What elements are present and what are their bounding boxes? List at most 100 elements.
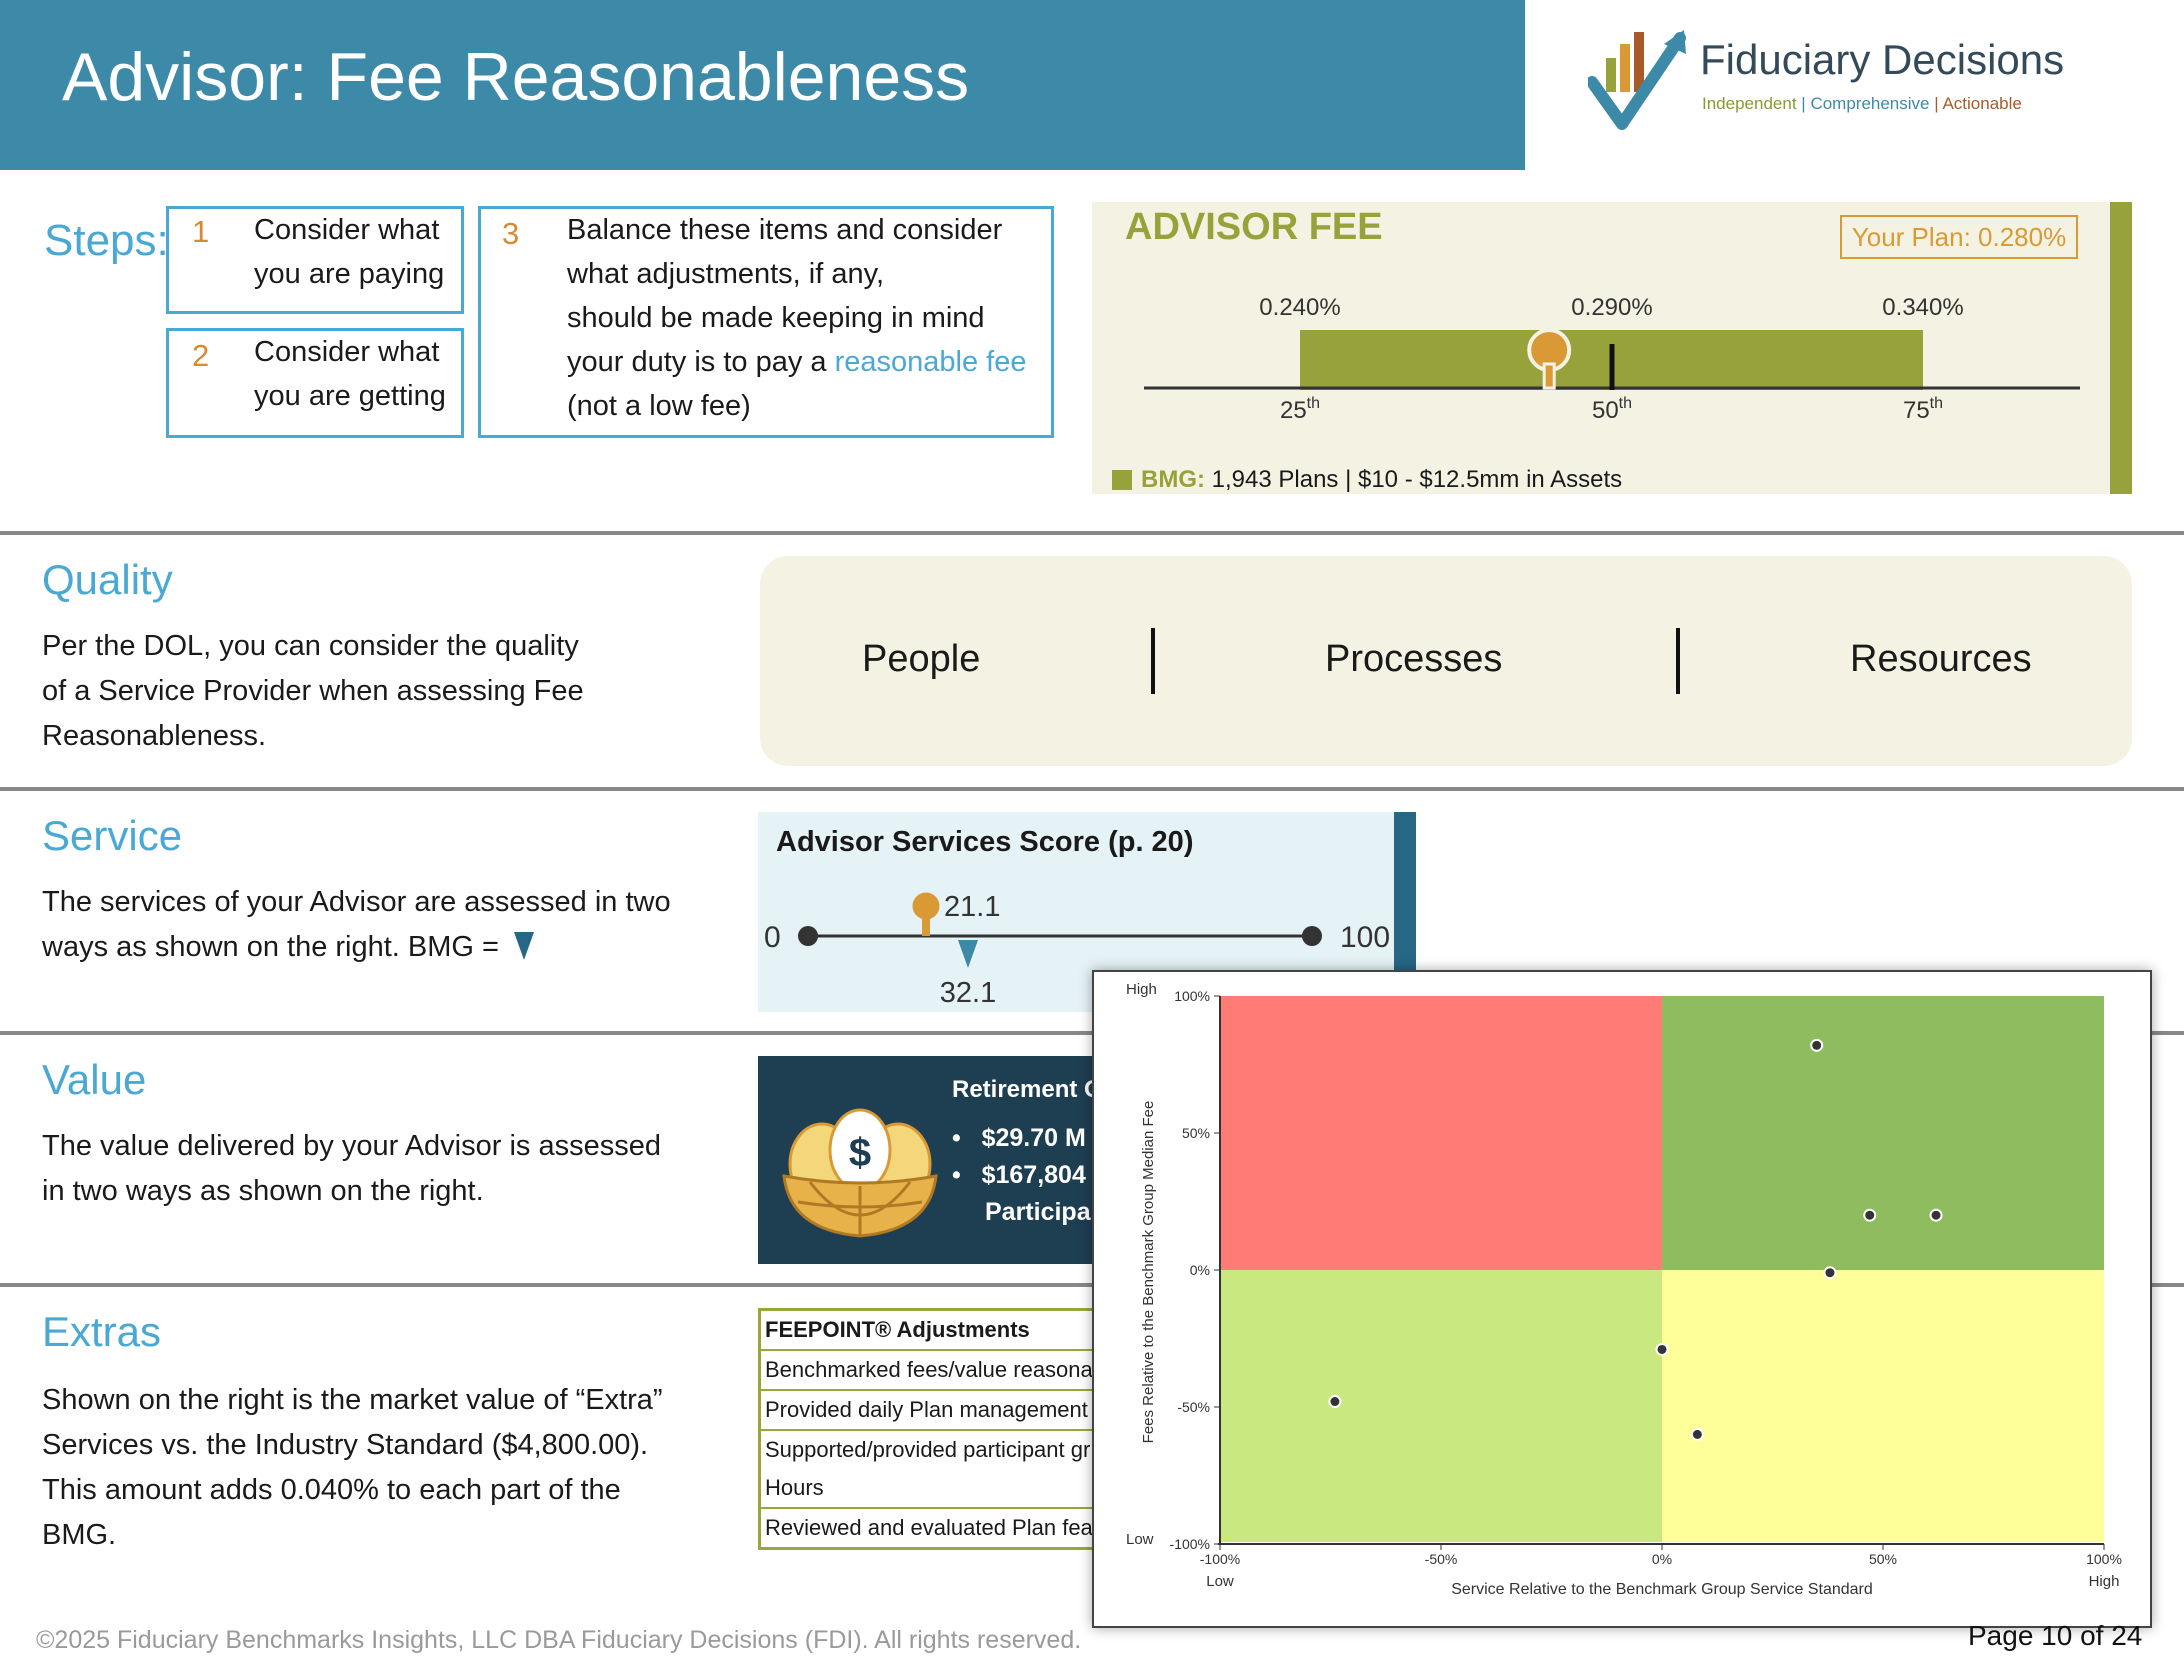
quadrant-bottom-left xyxy=(1220,1270,1662,1542)
page-title: Advisor: Fee Reasonableness xyxy=(62,39,970,115)
quality-people: People xyxy=(862,638,981,680)
x-low-label: Low xyxy=(1206,1573,1234,1590)
tag-actionable: Actionable xyxy=(1942,94,2022,113)
service-title: Service xyxy=(42,812,183,859)
p25-value: 0.240% xyxy=(1259,294,1340,321)
value-title: Value xyxy=(42,1056,147,1103)
tag-independent: Independent xyxy=(1702,94,1797,113)
fee-service-scatter-chart: -100% -50% 0% 50% 100% 100% 50% 0% -50% -100% Hig… xyxy=(1092,970,2152,1628)
section-divider xyxy=(0,787,2184,791)
quality-resources: Resources xyxy=(1850,638,2032,680)
steps-label: Steps: xyxy=(44,216,169,265)
scatter-point xyxy=(1929,1208,1943,1222)
y-tick-label: -50% xyxy=(1177,1399,1210,1415)
p75-label: 75th xyxy=(1903,395,1943,424)
step-1-text: Consider what you are paying xyxy=(254,214,445,290)
service-accent-strip xyxy=(1394,812,1416,1012)
step-3-box xyxy=(478,206,1054,438)
table-row: Hours xyxy=(758,1469,1102,1509)
logo-tagline: Independent | Comprehensive | Actionable xyxy=(1702,94,2022,113)
step-1-number: 1 xyxy=(192,214,210,249)
service-description: The services of your Advisor are assesse… xyxy=(42,886,671,963)
section-divider xyxy=(0,531,2184,535)
table-header-row: FEEPOINT® Adjustments xyxy=(758,1308,1102,1351)
y-tick-label: 0% xyxy=(1190,1262,1210,1278)
bmg-legend: BMG: 1,943 Plans | $10 - $12.5mm in Asse… xyxy=(1141,466,1623,493)
reasonable-fee-link[interactable]: reasonable fee xyxy=(834,346,1027,378)
extras-description: Shown on the right is the market value o… xyxy=(42,1384,663,1551)
y-tick-label: -100% xyxy=(1170,1536,1210,1552)
scatter-point xyxy=(1690,1427,1704,1441)
logo-icon xyxy=(1588,30,1686,130)
nest-egg-icon: $ xyxy=(782,1108,938,1238)
advisor-fee-title: ADVISOR FEE xyxy=(1125,206,1383,248)
quality-description: Per the DOL, you can consider the qualit… xyxy=(42,630,584,752)
plan-score-value: 21.1 xyxy=(944,891,1000,923)
score-max-dot xyxy=(1302,926,1322,946)
feepoint-adjustments-table: FEEPOINT® Adjustments Benchmarked fees/v… xyxy=(758,1308,1102,1550)
bmg-legend-swatch xyxy=(1112,470,1132,490)
quality-panel xyxy=(760,556,2132,766)
advisor-fee-accent-strip xyxy=(2110,202,2132,494)
quality-processes: Processes xyxy=(1325,638,1503,680)
y-low-label: Low xyxy=(1126,1531,1154,1548)
p25-label: 25th xyxy=(1280,395,1320,424)
table-row: Supported/provided participant gr xyxy=(758,1429,1102,1469)
value-panel-title: Retirement O xyxy=(952,1076,1103,1103)
y-axis-label: Fees Relative to the Benchmark Group Med… xyxy=(1140,1101,1157,1444)
extras-title: Extras xyxy=(42,1308,162,1355)
quality-title: Quality xyxy=(42,556,173,603)
x-tick-label: -100% xyxy=(1200,1551,1240,1567)
step-2-box xyxy=(166,328,464,438)
x-tick-label: -50% xyxy=(1425,1551,1458,1567)
value-bullets: • $29.70 M • $167,804 Participa xyxy=(952,1124,1091,1226)
table-row: Provided daily Plan management s xyxy=(758,1389,1102,1431)
step-2-text: Consider what you are getting xyxy=(254,336,446,412)
x-tick-label: 50% xyxy=(1869,1551,1897,1567)
logo-name: Fiduciary Decisions xyxy=(1700,36,2065,83)
y-high-label: High xyxy=(1126,981,1157,998)
table-row: Reviewed and evaluated Plan featu xyxy=(758,1507,1102,1550)
service-score-chart: 0 100 21.1 32.1 xyxy=(764,889,1390,1009)
service-score-title: Advisor Services Score (p. 20) xyxy=(776,826,1194,858)
bmg-score-value: 32.1 xyxy=(940,977,996,1009)
score-min-dot xyxy=(798,926,818,946)
table-header: FEEPOINT® Adjustments xyxy=(758,1308,1102,1351)
quality-separator xyxy=(1151,628,1155,694)
p50-value: 0.290% xyxy=(1571,294,1652,321)
page-number: Page 10 of 24 xyxy=(1968,1620,2143,1651)
scatter-point xyxy=(1328,1395,1342,1409)
plan-score-marker xyxy=(909,889,943,936)
table-row: Benchmarked fees/value reasonab xyxy=(758,1349,1102,1391)
x-tick-label: 0% xyxy=(1652,1551,1672,1567)
p50-label: 50th xyxy=(1592,395,1632,424)
x-axis-label: Service Relative to the Benchmark Group … xyxy=(1451,1581,1873,1598)
quadrant-top-right xyxy=(1662,996,2104,1270)
bmg-score-marker xyxy=(958,940,978,968)
step-1-box xyxy=(166,206,464,314)
quality-separator xyxy=(1676,628,1680,694)
scatter-point xyxy=(1863,1208,1877,1222)
header-bar xyxy=(0,0,1525,170)
p75-value: 0.340% xyxy=(1882,294,1963,321)
scatter-point xyxy=(1823,1266,1837,1280)
advisor-fee-range-chart: 0.240% 0.290% 0.340% 25th 50th 75th xyxy=(1144,294,2080,424)
copyright-footer: ©2025 Fiduciary Benchmarks Insights, LLC… xyxy=(36,1626,1082,1654)
quadrant-top-left xyxy=(1220,996,1662,1270)
scatter-point xyxy=(1655,1342,1669,1356)
your-plan-badge: Your Plan: 0.280% xyxy=(1840,215,2078,259)
quadrant-bottom-right xyxy=(1662,1270,2104,1542)
y-tick-label: 50% xyxy=(1182,1125,1210,1141)
scatter-svg: -100% -50% 0% 50% 100% 100% 50% 0% -50% -100% Hig… xyxy=(1126,981,2122,1598)
value-description: The value delivered by your Advisor is a… xyxy=(42,1130,661,1207)
step-2-number: 2 xyxy=(192,338,210,373)
step-3-text: Balance these items and consider what ad… xyxy=(567,214,1027,422)
score-max: 100 xyxy=(1340,921,1390,954)
x-tick-label: 100% xyxy=(2086,1551,2122,1567)
plan-fee-marker xyxy=(1527,328,1572,390)
svg-text:$: $ xyxy=(849,1131,871,1175)
step-3-number: 3 xyxy=(502,216,520,251)
y-tick-label: 100% xyxy=(1174,988,1210,1004)
scatter-point xyxy=(1810,1038,1824,1052)
score-min: 0 xyxy=(764,921,781,954)
